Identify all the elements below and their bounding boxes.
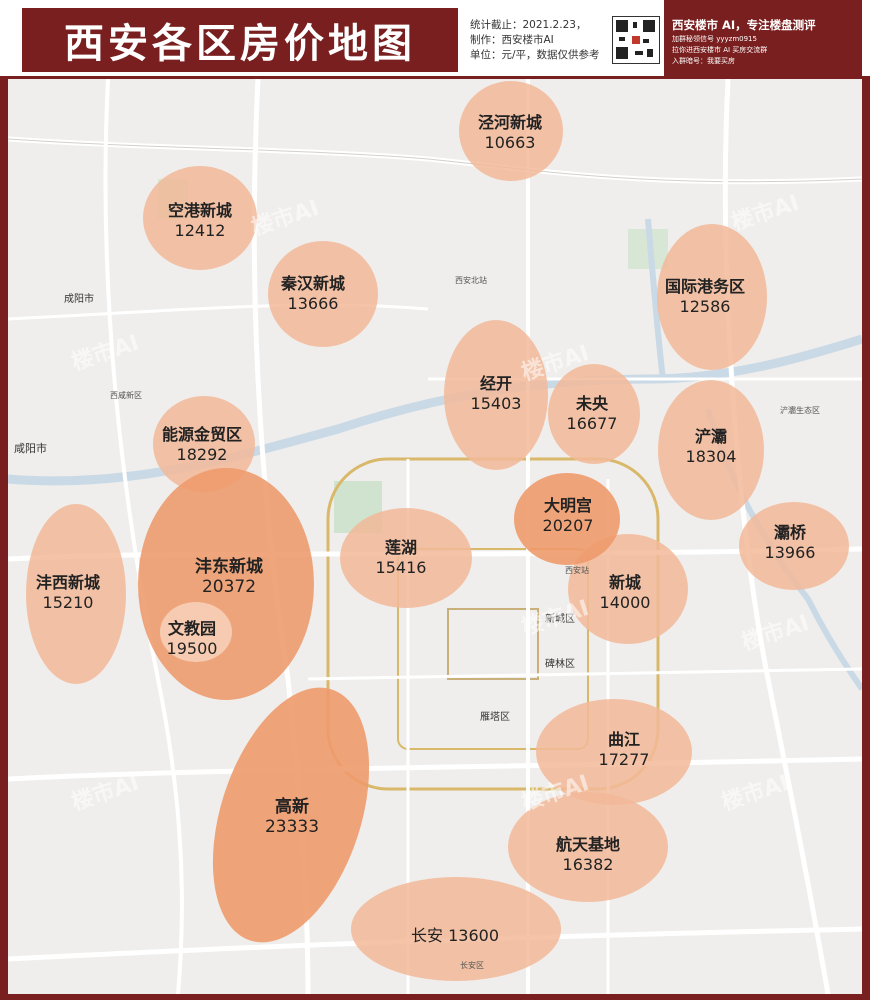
unit-note: 单位：元/平，数据仅供参考 [470,49,600,61]
promo-line-1: 西安楼市 AI，专注楼盘测评 [672,18,816,32]
district-nengyuan[interactable] [153,396,255,492]
producer: 制作：西安楼市AI [470,34,554,46]
district-label-gaoxin[interactable]: 高新 23333 [264,797,320,837]
promo-line-4: 入群暗号：我要买房 [672,57,735,65]
place-label: 西咸新区 [110,391,142,400]
river [645,218,666,380]
district-label-gangwu[interactable]: 国际港务区 12586 [664,277,746,316]
qr-code-icon[interactable] [612,16,660,64]
place-label: 咸阳市 [14,442,47,455]
district-label-qinhan[interactable]: 秦汉新城 13666 [280,274,346,313]
place-label: 雁塔区 [480,712,510,723]
district-gaoxin[interactable] [184,668,399,962]
district-hangtian[interactable] [508,792,668,902]
place-label: 碑林区 [545,659,575,670]
district-label-konggang[interactable]: 空港新城 12412 [167,201,233,240]
place-label: 新城区 [545,614,575,625]
district-label-lianhu[interactable]: 莲湖 15416 [375,538,427,577]
district-label-daminggong[interactable]: 大明宫 20207 [542,496,594,535]
place-label: 西安站 [565,566,589,575]
promo-line-3: 拉你进西安楼市 AI 买房交流群 [672,46,768,54]
district-label-xincheng[interactable]: 新城 14000 [599,573,651,612]
district-label-baqiao[interactable]: 灞桥 13966 [764,523,816,562]
district-chanba[interactable] [658,380,764,520]
district-jingkai[interactable] [444,320,548,470]
title-banner: 西安各区房价地图 [22,8,458,72]
place-label: 长安区 [460,961,484,970]
ring-road [397,548,589,750]
district-weiyang[interactable] [548,364,640,464]
district-label-changan[interactable]: 长安 13600 [410,926,500,945]
district-label-jinghe[interactable]: 泾河新城 10663 [477,113,543,152]
district-wenjiaoyuan[interactable] [160,602,232,662]
highway [8,926,862,962]
district-label-hangtian[interactable]: 航天基地 16382 [555,835,621,874]
header: 西安各区房价地图 统计截止：2021.2.23， 制作：西安楼市AI 单位：元/… [0,0,870,79]
place-label: 浐灞生态区 [780,406,820,415]
city-map[interactable] [8,79,862,994]
district-gangwu[interactable] [657,224,767,370]
district-label-jingkai[interactable]: 经开 15403 [470,374,522,413]
district-daminggong[interactable] [514,473,620,565]
district-label-nengyuan[interactable]: 能源金贸区 18292 [161,425,243,464]
place-label: 西安北站 [455,276,487,285]
district-label-wenjiaoyuan[interactable]: 文教园 19500 [166,619,218,658]
district-jinghe[interactable] [459,81,563,181]
promo-line-2: 加群秘领信号 yyyzm0915 [672,35,757,43]
district-label-fengxi[interactable]: 沣西新城 15210 [35,573,101,612]
district-qinhan[interactable] [268,241,378,347]
district-qujiang[interactable] [536,699,692,805]
district-baqiao[interactable] [739,502,849,590]
district-label-chanba[interactable]: 浐灞 18304 [685,427,737,466]
place-label: 成阳市 [64,294,94,305]
district-konggang[interactable] [143,166,257,270]
district-fengxi[interactable] [26,504,126,684]
district-areas [26,81,849,981]
stat-date: 统计截止：2021.2.23， [470,19,587,31]
page-title: 西安各区房价地图 [64,21,416,67]
district-xincheng[interactable] [568,534,688,644]
meta-info: 统计截止：2021.2.23， 制作：西安楼市AI 单位：元/平，数据仅供参考 [470,18,600,63]
district-label-qujiang[interactable]: 曲江 17277 [598,730,650,769]
district-lianhu[interactable] [340,508,472,608]
district-changan[interactable] [351,877,561,981]
district-label-weiyang[interactable]: 未央 16677 [566,394,618,433]
district-label-fengdong[interactable]: 沣东新城 20372 [195,557,263,597]
promo-panel: 西安楼市 AI，专注楼盘测评 加群秘领信号 yyyzm0915 拉你进西安楼市 … [664,0,862,76]
city-wall [447,608,539,680]
